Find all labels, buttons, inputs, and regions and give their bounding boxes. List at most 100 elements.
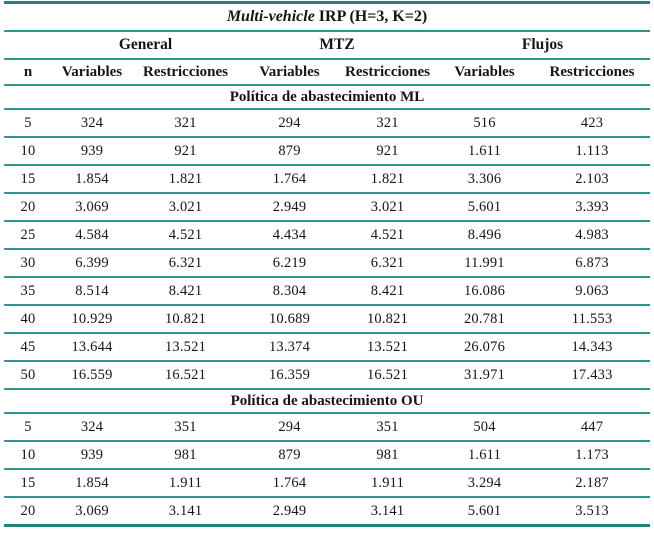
cell-value: 1.611 — [467, 142, 502, 159]
cell-value: 1.611 — [467, 446, 502, 463]
cell-value: 16.359 — [268, 366, 311, 383]
table-title-regular: IRP (H=3, K=2) — [314, 8, 428, 25]
cell-value: 3.393 — [575, 198, 609, 215]
col-header-variables-flujos: Variables — [454, 63, 515, 80]
cell-value: 3.021 — [370, 198, 405, 215]
cell-value: 504 — [473, 418, 496, 435]
cell-value: 921 — [376, 142, 399, 159]
cell-n: 15 — [20, 474, 36, 491]
cell-value: 3.021 — [168, 198, 203, 215]
cell-value: 8.496 — [467, 226, 502, 243]
table-row: 10 939 921 879 921 1.611 1.113 — [4, 137, 651, 165]
group-header-general: General — [118, 36, 173, 53]
cell-value: 3.513 — [575, 502, 609, 519]
table-row: 10 939 981 879 981 1.611 1.173 — [4, 441, 651, 469]
cell-value: 1.854 — [75, 170, 109, 187]
cell-value: 4.434 — [272, 226, 307, 243]
table-title: Multi-vehicle IRP (H=3, K=2) — [4, 3, 650, 32]
cell-value: 14.343 — [571, 338, 613, 355]
cell-n: 10 — [20, 446, 36, 463]
cell-value: 10.689 — [268, 310, 311, 327]
cell-value: 16.086 — [463, 282, 506, 299]
cell-value: 4.983 — [575, 226, 609, 243]
cell-value: 1.764 — [272, 474, 307, 491]
cell-value: 8.421 — [370, 282, 405, 299]
cell-value: 516 — [473, 114, 496, 131]
table-title-italic: Multi-vehicle — [226, 8, 315, 25]
cell-value: 8.304 — [272, 282, 307, 299]
table-row: 5 324 321 294 321 516 423 — [4, 109, 651, 137]
cell-value: 5.601 — [467, 198, 502, 215]
col-header-n: n — [23, 63, 33, 80]
cell-value: 20.781 — [463, 310, 506, 327]
cell-value: 16.521 — [366, 366, 409, 383]
table-row: 35 8.514 8.421 8.304 8.421 16.086 9.063 — [4, 277, 651, 305]
col-header-restricciones-mtz: Restricciones — [345, 63, 430, 80]
cell-value: 3.306 — [467, 170, 502, 187]
cell-value: 2.949 — [272, 198, 307, 215]
cell-value: 13.644 — [71, 338, 113, 355]
cell-value: 321 — [174, 114, 197, 131]
cell-value: 5.601 — [467, 502, 502, 519]
cell-value: 981 — [376, 446, 399, 463]
cell-value: 447 — [580, 418, 604, 435]
table-row: 40 10.929 10.821 10.689 10.821 20.781 11.553 — [4, 305, 651, 333]
cell-value: 8.514 — [75, 282, 109, 299]
section-header-row: Política de abastecimiento OU — [4, 389, 651, 413]
section-header-label: Política de abastecimiento ML — [229, 88, 425, 105]
cell-value: 4.521 — [168, 226, 203, 243]
group-header-mtz: MTZ — [319, 36, 355, 53]
cell-value: 6.873 — [575, 254, 609, 271]
cell-n: 30 — [20, 254, 36, 271]
group-spacer — [4, 31, 52, 59]
cell-value: 10.929 — [71, 310, 113, 327]
cell-value: 1.764 — [272, 170, 307, 187]
cell-value: 11.553 — [571, 310, 613, 327]
table-body: Política de abastecimiento ML 5 324 321 294 3… — [4, 85, 651, 526]
table-row: 30 6.399 6.321 6.219 6.321 11.991 6.873 — [4, 249, 651, 277]
cell-value: 2.949 — [272, 502, 307, 519]
table-row: 5 324 351 294 351 504 447 — [4, 413, 651, 441]
cell-value: 4.521 — [370, 226, 405, 243]
table-row: 20 3.069 3.141 2.949 3.141 5.601 3.513 — [4, 497, 651, 526]
cell-n: 10 — [20, 142, 36, 159]
cell-value: 13.521 — [366, 338, 409, 355]
section-header-row: Política de abastecimiento ML — [4, 85, 651, 109]
cell-n: 20 — [20, 502, 36, 519]
cell-value: 16.521 — [164, 366, 207, 383]
cell-value: 939 — [80, 142, 104, 159]
cell-value: 26.076 — [463, 338, 506, 355]
cell-n: 40 — [20, 310, 36, 327]
cell-value: 324 — [80, 418, 104, 435]
col-header-variables-mtz: Variables — [259, 63, 320, 80]
cell-value: 1.821 — [370, 170, 405, 187]
cell-n: 15 — [20, 170, 36, 187]
cell-value: 1.173 — [575, 446, 609, 463]
cell-value: 11.991 — [464, 254, 505, 271]
cell-value: 294 — [278, 418, 301, 435]
section-header-label: Política de abastecimiento OU — [230, 392, 424, 409]
cell-value: 6.399 — [75, 254, 109, 271]
cell-value: 1.911 — [370, 474, 405, 491]
cell-value: 2.187 — [575, 474, 609, 491]
cell-value: 3.069 — [75, 502, 109, 519]
table-title-row: Multi-vehicle IRP (H=3, K=2) — [4, 3, 651, 32]
cell-value: 3.141 — [168, 502, 203, 519]
cell-value: 8.421 — [168, 282, 203, 299]
cell-value: 1.113 — [575, 142, 609, 159]
cell-n: 5 — [24, 418, 32, 435]
cell-n: 35 — [20, 282, 36, 299]
cell-value: 3.141 — [370, 502, 405, 519]
col-header-restricciones-flujos: Restricciones — [549, 63, 635, 80]
cell-value: 1.854 — [75, 474, 109, 491]
cell-value: 31.971 — [463, 366, 506, 383]
cell-value: 10.821 — [366, 310, 409, 327]
cell-value: 921 — [174, 142, 197, 159]
cell-value: 294 — [278, 114, 301, 131]
cell-value: 3.069 — [75, 198, 109, 215]
cell-n: 50 — [20, 366, 36, 383]
irp-results-table: Multi-vehicle IRP (H=3, K=2) General MTZ… — [4, 1, 651, 527]
cell-value: 321 — [376, 114, 399, 131]
cell-value: 3.294 — [467, 474, 502, 491]
table-row: 20 3.069 3.021 2.949 3.021 5.601 3.393 — [4, 193, 651, 221]
